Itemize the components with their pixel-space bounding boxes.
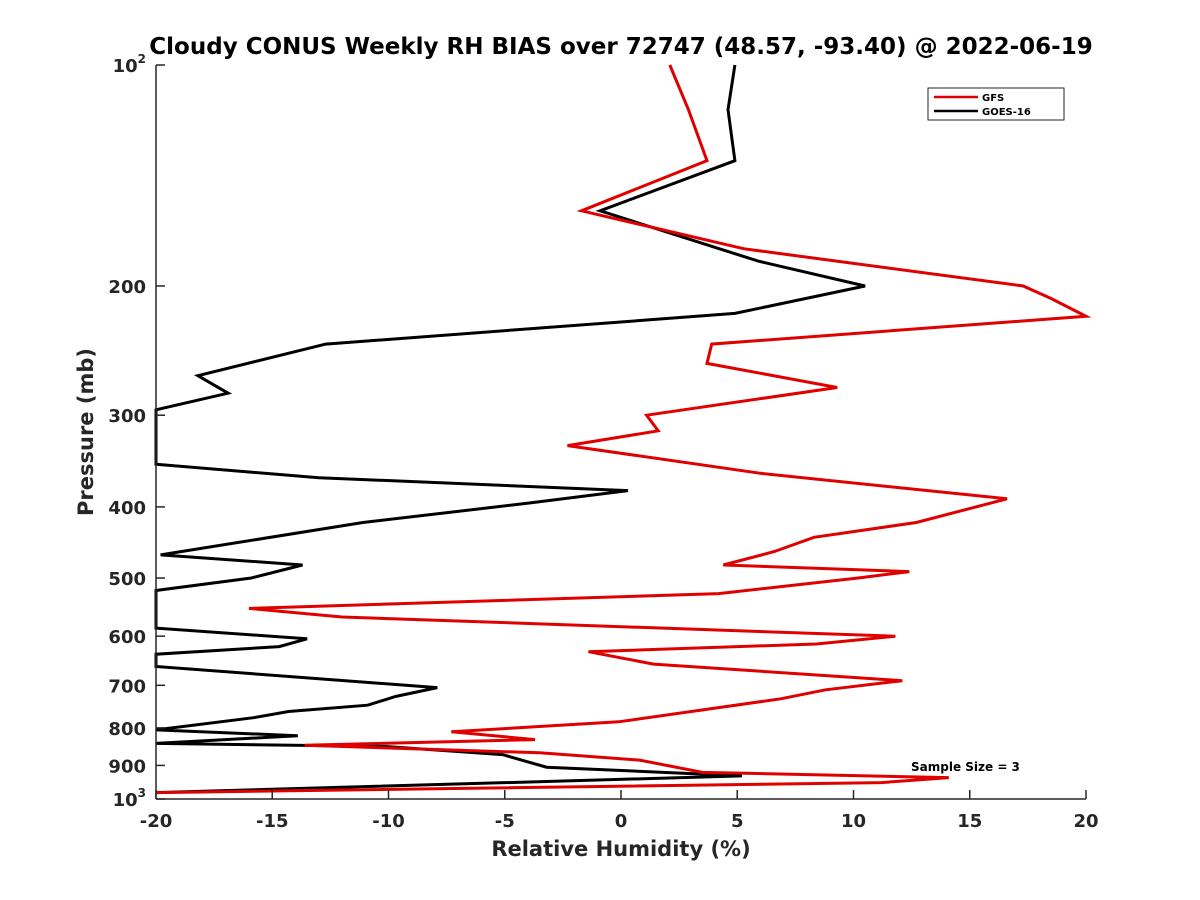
y-tick-label: 900 xyxy=(108,756,146,777)
y-tick-label: 300 xyxy=(108,406,146,427)
legend-label-goes16: GOES-16 xyxy=(982,107,1031,118)
y-tick-label: 600 xyxy=(108,627,146,648)
chart-title: Cloudy CONUS Weekly RH BIAS over 72747 (… xyxy=(149,34,1092,60)
y-tick-label: 500 xyxy=(108,569,146,590)
y-tick-label: 800 xyxy=(108,719,146,740)
x-ticks: -20 -15 -10 -5 0 5 10 15 20 xyxy=(140,790,1099,832)
x-tick-label: 10 xyxy=(841,811,866,832)
plot-area xyxy=(156,65,1086,799)
y-ticks: 102 200 300 400 500 600 700 800 900 103 xyxy=(108,52,165,811)
x-tick-label: 5 xyxy=(731,811,744,832)
x-tick-label: -20 xyxy=(140,811,173,832)
sample-size-annotation: Sample Size = 3 xyxy=(911,760,1020,774)
y-tick-label: 700 xyxy=(108,676,146,697)
x-tick-label: -5 xyxy=(495,811,515,832)
x-tick-label: 15 xyxy=(957,811,982,832)
y-tick-label: 400 xyxy=(108,498,146,519)
y-tick-label: 102 xyxy=(113,52,146,77)
x-tick-label: 0 xyxy=(615,811,628,832)
x-axis-label: Relative Humidity (%) xyxy=(491,837,750,861)
y-tick-label: 103 xyxy=(113,786,146,811)
y-axis-label: Pressure (mb) xyxy=(74,348,98,516)
legend-box xyxy=(927,87,1065,121)
legend: GFS GOES-16 xyxy=(927,87,1065,121)
series-line-gfs xyxy=(155,64,1092,795)
x-tick-label: -10 xyxy=(372,811,405,832)
legend-label-gfs: GFS xyxy=(982,93,1004,104)
x-tick-label: -15 xyxy=(256,811,289,832)
y-tick-label: 200 xyxy=(108,277,146,298)
x-tick-label: 20 xyxy=(1073,811,1098,832)
